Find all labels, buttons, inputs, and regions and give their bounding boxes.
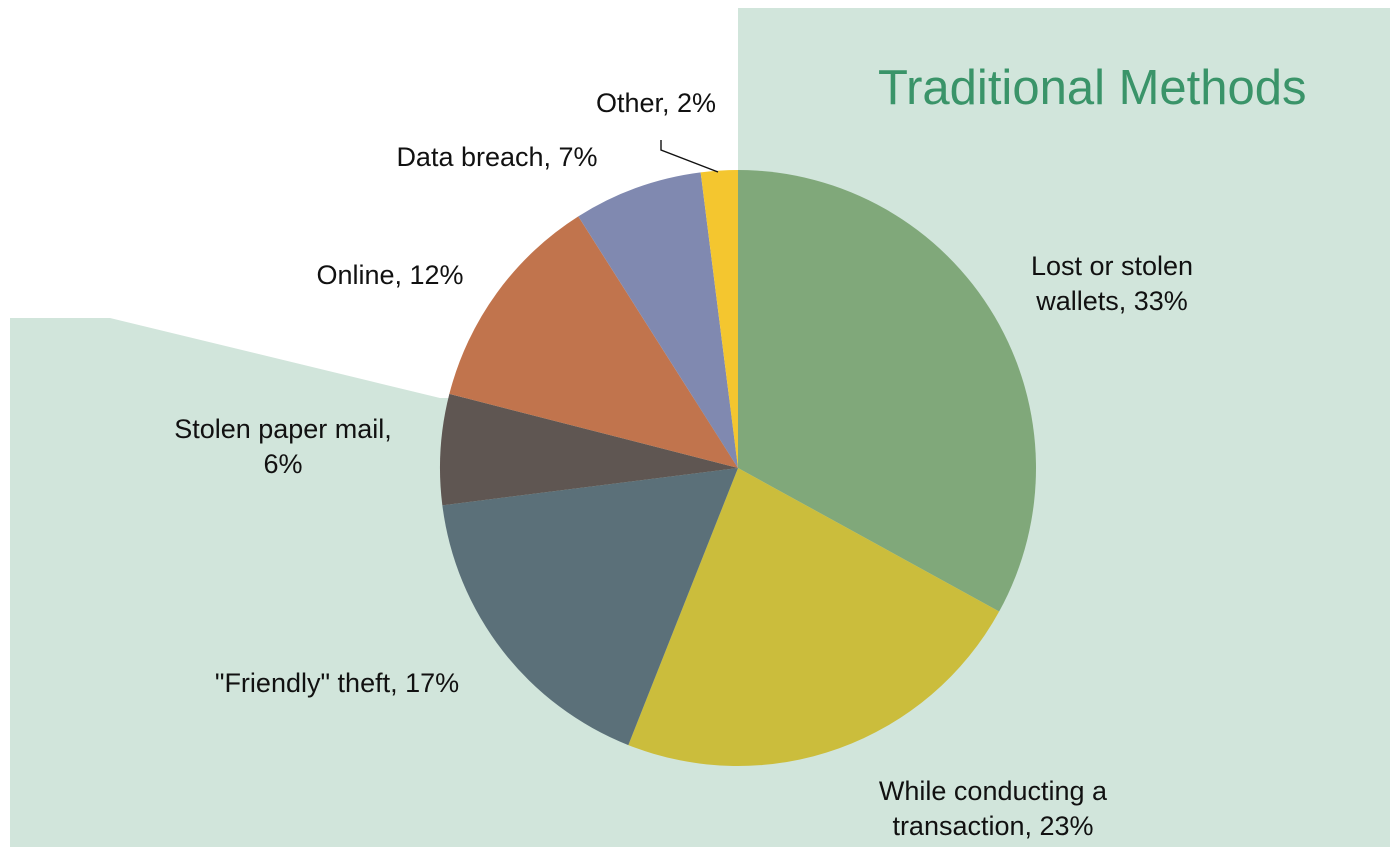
slice-label: Data breach, 7% [396,142,597,172]
pie-slice [700,170,738,468]
slice-label: Lost or stolen wallets, 33% [1031,251,1193,316]
slice-label-line: wallets, 33% [1035,286,1188,316]
slice-label-line: While conducting a [879,776,1108,806]
pie-slice [439,393,738,506]
slice-label-line: Other, 2% [596,88,716,118]
pie-slice [449,216,738,468]
leader-lines [660,140,719,173]
slice-label: Stolen paper mail, 6% [174,414,392,479]
pie-slice [442,468,738,746]
other-leader-line [660,140,719,173]
slice-label: "Friendly" theft, 17% [215,668,459,698]
pie-slice [578,172,738,468]
slice-label-line: transaction, 23% [892,811,1093,841]
slice-labels: Lost or stolen wallets, 33% While conducti… [174,88,1193,841]
slice-label-line: Online, 12% [316,260,463,290]
pie-slice [738,170,1036,612]
slice-label-line: Data breach, 7% [396,142,597,172]
slice-label-line: "Friendly" theft, 17% [215,668,459,698]
callout-title: Traditional Methods [878,61,1307,115]
pie-slice [628,468,1000,766]
slice-label: Online, 12% [316,260,463,290]
slice-label-line: Stolen paper mail, [174,414,392,444]
slice-label-line: 6% [263,449,302,479]
slice-label: Other, 2% [596,88,716,118]
slice-label-line: Lost or stolen [1031,251,1193,281]
slice-label: While conducting a transaction, 23% [879,776,1108,841]
pie-slices [439,170,1036,766]
